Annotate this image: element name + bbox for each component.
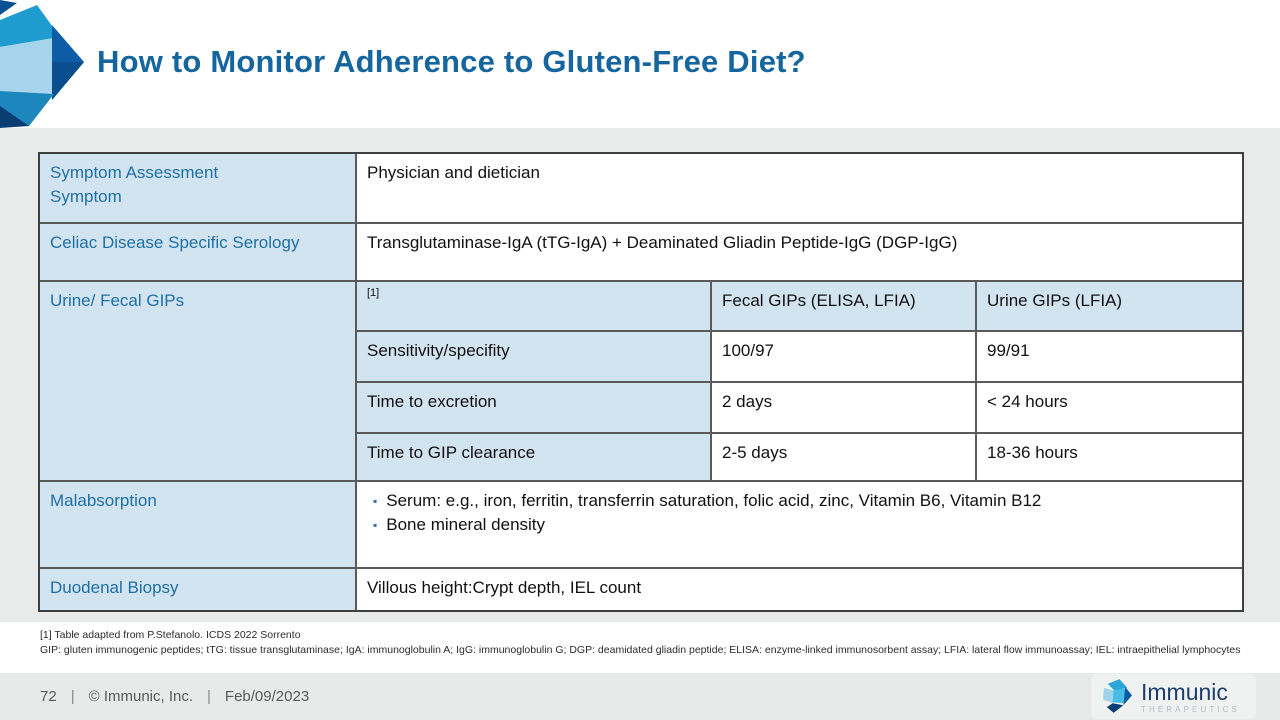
metric-urine-clearance: 18-36 hours	[977, 434, 1242, 480]
cell-gips-footnote-ref: [1]	[357, 282, 710, 330]
page-number: 72	[40, 688, 57, 705]
immunic-gem-icon	[1103, 679, 1132, 713]
cell-symptom-value: Physician and dietician	[357, 154, 1242, 222]
company-logo: Immunic THERAPEUTICS	[1091, 674, 1256, 719]
adherence-table: Symptom Assessment Symptom Physician and…	[38, 152, 1244, 612]
footer-separator: |	[207, 688, 211, 705]
logo-wordmark: Immunic	[1141, 678, 1228, 705]
metric-urine-excretion: < 24 hours	[977, 383, 1242, 432]
cell-malabsorption-value: ▪ Serum: e.g., iron, ferritin, transferr…	[357, 482, 1242, 567]
cell-biopsy-value: Villous height:Crypt depth, IEL count	[357, 569, 1242, 610]
bullet-text-serum: Serum: e.g., iron, ferritin, transferrin…	[386, 491, 1042, 510]
row-label-symptom: Symptom Assessment Symptom	[40, 154, 355, 222]
list-item: ▪ Bone mineral density	[367, 513, 1232, 537]
metric-name-excretion: Time to excretion	[357, 383, 710, 432]
column-header-fecal-gips: Fecal GIPs (ELISA, LFIA)	[712, 282, 975, 330]
immunic-gem-decoration	[0, 0, 84, 128]
cell-serology-value: Transglutaminase-IgA (tTG-IgA) + Deamina…	[357, 224, 1242, 280]
footer-separator: |	[70, 688, 75, 705]
logo-tagline: THERAPEUTICS	[1141, 704, 1240, 714]
metric-name-clearance: Time to GIP clearance	[357, 434, 710, 480]
row-label-serology: Celiac Disease Specific Serology	[40, 224, 355, 280]
row-label-malabsorption: Malabsorption	[40, 482, 355, 567]
bullet-text-bone: Bone mineral density	[386, 515, 546, 534]
copyright-text: © Immunic, Inc.	[88, 688, 194, 705]
metric-fecal-clearance: 2-5 days	[712, 434, 975, 480]
metric-urine-sensitivity: 99/91	[977, 332, 1242, 381]
footnote-source: [1] Table adapted from P.Stefanolo. ICDS…	[40, 629, 301, 641]
row-label-gips: Urine/ Fecal GIPs	[40, 282, 355, 480]
footnotes: [1] Table adapted from P.Stefanolo. ICDS…	[40, 628, 1260, 658]
footer-meta: 72 | © Immunic, Inc. | Feb/09/2023	[0, 688, 309, 705]
metric-fecal-excretion: 2 days	[712, 383, 975, 432]
column-header-urine-gips: Urine GIPs (LFIA)	[977, 282, 1242, 330]
square-bullet-icon: ▪	[373, 518, 378, 532]
logo-text: Immunic THERAPEUTICS	[1141, 680, 1240, 714]
footnote-abbreviations: GIP: gluten immunogenic peptides; tTG: t…	[40, 644, 1241, 656]
footer-date: Feb/09/2023	[224, 688, 310, 705]
footer: 72 | © Immunic, Inc. | Feb/09/2023 Immun…	[0, 673, 1280, 720]
page-title: How to Monitor Adherence to Gluten-Free …	[97, 44, 806, 79]
square-bullet-icon: ▪	[373, 494, 378, 508]
metric-fecal-sensitivity: 100/97	[712, 332, 975, 381]
list-item: ▪ Serum: e.g., iron, ferritin, transferr…	[367, 489, 1232, 513]
row-label-biopsy: Duodenal Biopsy	[40, 569, 355, 610]
metric-name-sensitivity: Sensitivity/specifity	[357, 332, 710, 381]
